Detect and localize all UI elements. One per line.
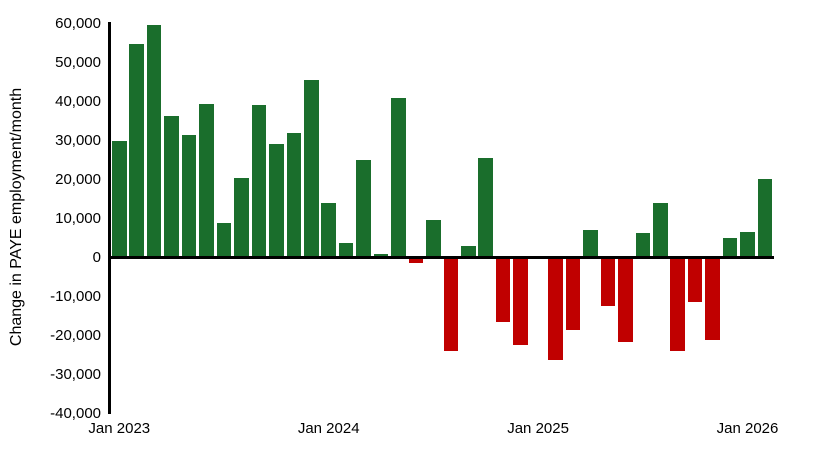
x-tick-label: Jan 2026 bbox=[716, 420, 779, 437]
bar-jul-2025 bbox=[635, 233, 651, 258]
y-tick-label: 40,000 bbox=[55, 92, 101, 110]
x-tick-label: Jan 2025 bbox=[507, 420, 569, 437]
y-tick-label: -20,000 bbox=[50, 326, 101, 344]
bar-nov-2024 bbox=[495, 257, 511, 323]
bar-dec-2024 bbox=[513, 257, 528, 346]
bar-sep-2025 bbox=[670, 257, 685, 352]
bar-oct-2024 bbox=[478, 157, 494, 258]
bar-jan-2023 bbox=[112, 140, 127, 258]
bar-jul-2023 bbox=[216, 223, 232, 258]
bar-feb-2024 bbox=[338, 243, 354, 258]
x-axis-zero-line bbox=[108, 256, 774, 259]
x-tick-label: Jan 2024 bbox=[297, 420, 360, 437]
bar-nov-2023 bbox=[286, 133, 302, 258]
bar-dec-2023 bbox=[303, 79, 319, 258]
y-tick-label: 0 bbox=[92, 248, 101, 266]
bar-jun-2025 bbox=[618, 257, 633, 342]
bar-apr-2024 bbox=[373, 254, 389, 258]
y-tick-label: -40,000 bbox=[50, 404, 101, 422]
y-tick-label: -30,000 bbox=[50, 365, 101, 383]
y-tick-label: 50,000 bbox=[55, 53, 101, 71]
y-tick-label: -10,000 bbox=[50, 287, 101, 305]
bar-aug-2024 bbox=[443, 257, 459, 351]
bar-jan-2026 bbox=[740, 231, 755, 258]
bar-nov-2025 bbox=[705, 257, 720, 341]
bar-feb-2023 bbox=[129, 43, 145, 258]
bar-mar-2025 bbox=[565, 257, 581, 331]
bar-jul-2024 bbox=[426, 219, 441, 258]
bar-oct-2025 bbox=[687, 257, 703, 302]
bar-jan-2024 bbox=[321, 203, 336, 258]
bar-feb-2026 bbox=[757, 178, 773, 258]
x-tick-label: Jan 2023 bbox=[88, 420, 151, 437]
bar-jun-2023 bbox=[199, 103, 214, 258]
bar-aug-2025 bbox=[652, 203, 668, 258]
bar-sep-2024 bbox=[461, 246, 476, 258]
bar-oct-2023 bbox=[269, 143, 284, 258]
y-tick-label: 60,000 bbox=[55, 14, 101, 32]
bar-apr-2023 bbox=[164, 115, 179, 258]
bar-jun-2024 bbox=[408, 257, 424, 263]
bar-mar-2024 bbox=[356, 160, 371, 258]
y-axis-line bbox=[108, 22, 111, 414]
bar-may-2024 bbox=[391, 97, 406, 258]
bar-dec-2025 bbox=[722, 237, 738, 258]
bar-apr-2025 bbox=[583, 229, 598, 258]
bar-may-2025 bbox=[600, 257, 616, 306]
bar-mar-2023 bbox=[146, 25, 162, 258]
y-tick-label: 20,000 bbox=[55, 170, 101, 188]
y-tick-label: 10,000 bbox=[55, 209, 101, 227]
bar-sep-2023 bbox=[251, 104, 267, 258]
bar-aug-2023 bbox=[234, 177, 249, 258]
bar-may-2023 bbox=[181, 135, 197, 258]
bar-feb-2025 bbox=[548, 257, 563, 360]
y-tick-label: 30,000 bbox=[55, 131, 101, 149]
